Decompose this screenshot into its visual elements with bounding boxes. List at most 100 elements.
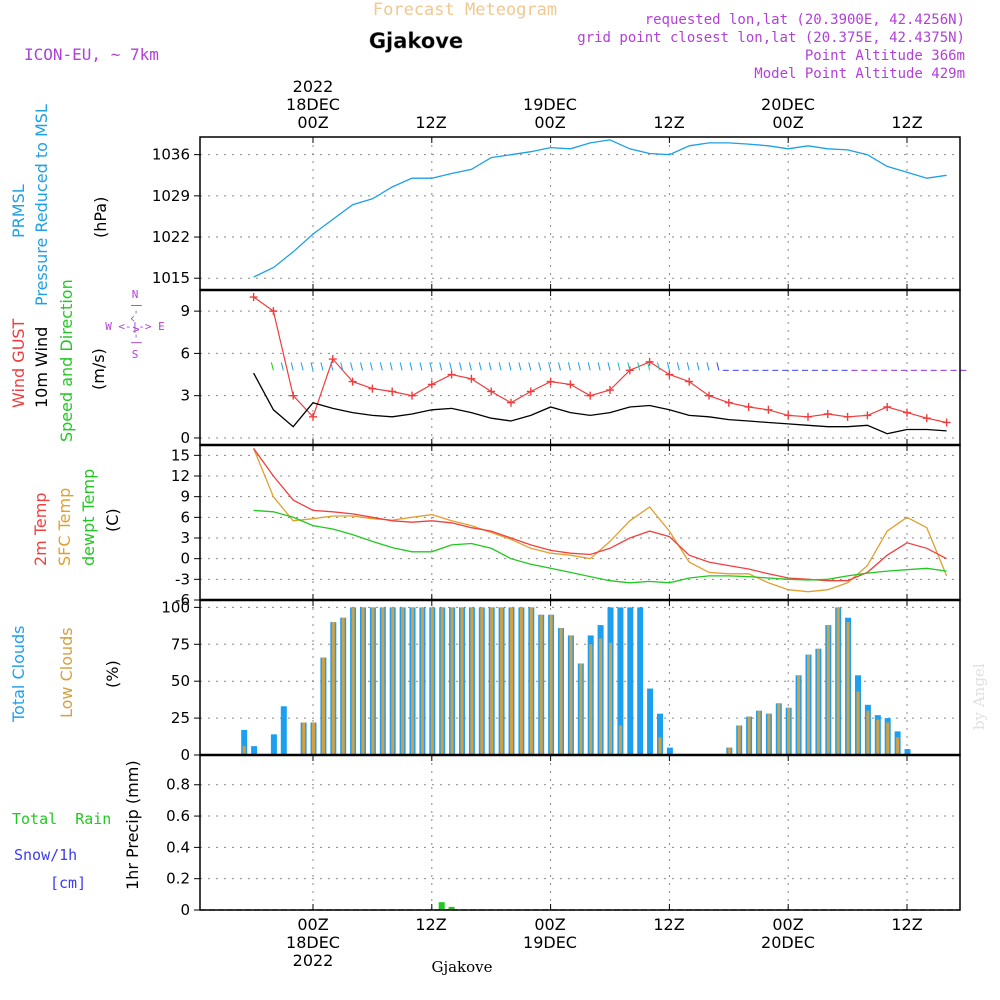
gust-marker [467, 374, 476, 383]
wind-direction-arrow [399, 362, 403, 371]
gust-marker [665, 370, 674, 379]
wind-direction-arrow [330, 362, 334, 371]
total-cloud-bar [657, 713, 663, 755]
model-label: ICON-EU, ~ 7km [24, 45, 159, 64]
panel-frame [199, 754, 961, 911]
low-cloud-bar [371, 607, 375, 755]
series-2m-temp-line [253, 448, 947, 582]
bottom-year: 2022 [293, 951, 334, 970]
gust-marker [586, 391, 595, 400]
series-prmsl-line [253, 139, 947, 278]
wind-direction-arrow [320, 362, 324, 371]
low-cloud-bar [618, 725, 622, 755]
wind-direction-arrow [449, 362, 453, 371]
bottom-hour-36: 12Z [653, 915, 684, 934]
y-tick-label: 0.2 [166, 870, 190, 888]
low-cloud-bar [430, 607, 434, 755]
series-dewpoint-line [253, 509, 947, 584]
wind-direction-arrow [369, 362, 373, 371]
gust-marker [328, 355, 337, 364]
bottom-date-18dec: 18DEC [286, 933, 340, 952]
wind-direction-arrow [696, 362, 700, 371]
gust-marker [487, 387, 496, 396]
y-tick-label: 6 [180, 508, 190, 526]
temp-sfc-label: SFC Temp [55, 488, 74, 566]
low-cloud-bar [500, 607, 504, 755]
top-year: 2022 [293, 77, 334, 96]
wind-direction-arrow [478, 362, 482, 371]
low-cloud-bar [569, 635, 573, 755]
wind-direction-arrow [676, 362, 680, 371]
y-tick-label: -6 [175, 591, 190, 609]
gust-marker [269, 307, 278, 316]
wind-direction-arrow [459, 362, 462, 371]
top-date-18dec: 18DEC [286, 95, 340, 114]
temp-labels: 2m Temp SFC Temp dewpt Temp (C) [31, 469, 122, 566]
low-cloud-bar [658, 737, 662, 755]
wind-direction-arrow [429, 362, 433, 371]
top-hour-60: 12Z [891, 113, 922, 132]
bottom-date-20dec: 20DEC [761, 933, 815, 952]
low-cloud-bar [727, 747, 731, 755]
compass-we: W <-|-> E [105, 320, 165, 333]
wind-direction-arrow [577, 362, 581, 371]
low-cloud-bar [836, 607, 840, 755]
top-time-axis: 2022 18DEC 19DEC 20DEC 00Z 12Z 00Z 12Z 0… [286, 77, 923, 132]
low-cloud-bar [886, 722, 890, 755]
wind-direction-arrow [538, 362, 542, 371]
low-cloud-bar [797, 675, 801, 755]
low-cloud-bar [539, 614, 543, 755]
low-cloud-bar [341, 617, 345, 755]
wind-direction-arrow [498, 362, 502, 371]
precip-labels: Total Rain Snow/1h [cm] 1hr Precip (mm) [12, 760, 142, 892]
gust-marker [685, 377, 694, 386]
wind-direction-arrow [558, 362, 561, 371]
low-cloud-bar [876, 719, 880, 755]
panel-4: 0 0.2 0.4 0.6 0.8 [166, 755, 960, 919]
gust-marker [309, 412, 317, 421]
gust-marker [348, 377, 357, 386]
wind-direction-arrow [488, 362, 492, 371]
low-cloud-bar [529, 607, 533, 755]
gust-marker [903, 408, 911, 417]
gust-marker [823, 410, 832, 418]
gust-marker [784, 411, 793, 420]
model-altitude: Model Point Altitude 429m [754, 66, 965, 82]
rain-bar [438, 902, 445, 910]
temp-dew-label: dewpt Temp [79, 469, 98, 566]
gust-marker [724, 398, 733, 407]
gust-marker [843, 412, 852, 421]
wind-direction-arrow [468, 362, 472, 371]
low-cloud-bar [599, 638, 603, 755]
gust-marker [388, 387, 397, 396]
low-cloud-bar [480, 607, 484, 755]
gust-marker [863, 411, 872, 420]
low-cloud-bar [549, 614, 553, 755]
panel-2: -6 -3 0 3 6 9 12 15 [171, 445, 960, 609]
y-tick-label: 0.4 [166, 838, 190, 856]
low-cloud-bar [816, 648, 820, 755]
y-tick-label: 15 [171, 446, 190, 464]
y-tick-label: 12 [171, 467, 190, 485]
wind-labels: Wind GUST 10m Wind Speed and Direction (… [9, 279, 165, 442]
series-gust-line [253, 296, 947, 424]
wind-unit-label: (m/s) [89, 348, 108, 390]
compass-ns-dn: |-v [129, 326, 142, 346]
y-tick-label: 6 [180, 344, 190, 362]
y-tick-label: 9 [180, 302, 190, 320]
wind-direction-arrow [300, 362, 304, 371]
gust-marker [804, 412, 812, 421]
gust-marker [447, 370, 456, 379]
snow-label: Snow/1h [14, 846, 77, 864]
pressure-unit-label: (hPa) [91, 197, 110, 238]
y-tick-label: 0 [180, 746, 190, 764]
y-tick-label: 25 [171, 709, 190, 727]
rain-bar [448, 906, 455, 910]
series-sfc-temp-line [252, 448, 948, 593]
low-clouds-label: Low Clouds [57, 627, 76, 718]
low-cloud-bar [737, 725, 741, 755]
low-cloud-bar [757, 710, 761, 755]
gust-marker [249, 293, 258, 302]
panel-1: 0 3 6 9 [180, 290, 967, 447]
